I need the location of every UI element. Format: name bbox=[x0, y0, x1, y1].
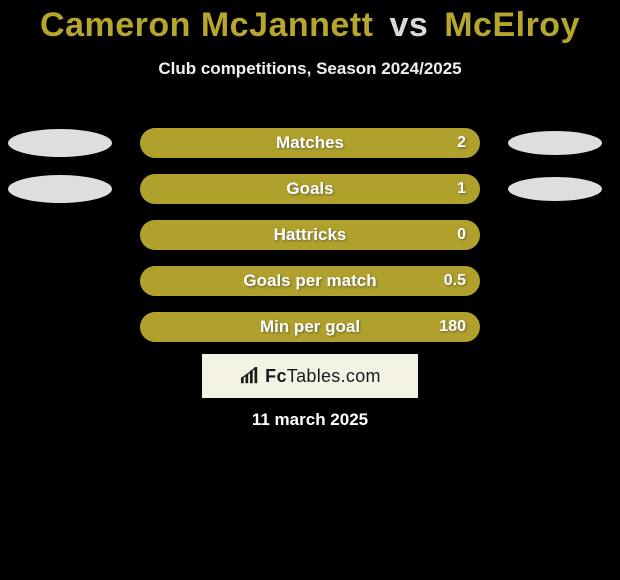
right-value-oval bbox=[508, 177, 602, 201]
stat-label: Goals bbox=[140, 174, 480, 204]
stat-row: Min per goal180 bbox=[0, 304, 620, 350]
left-value-oval bbox=[8, 129, 112, 157]
title-vs: vs bbox=[389, 6, 428, 44]
title-player2: McElroy bbox=[444, 6, 580, 44]
stat-bar: Goals per match0.5 bbox=[140, 266, 480, 296]
stat-row: Goals1 bbox=[0, 166, 620, 212]
brand-suffix: Tables.com bbox=[287, 366, 381, 387]
left-value-oval bbox=[8, 175, 112, 203]
stat-value: 0.5 bbox=[444, 266, 466, 296]
stat-row: Hattricks0 bbox=[0, 212, 620, 258]
brand-text: FcTables.com bbox=[265, 366, 381, 387]
stat-label: Hattricks bbox=[140, 220, 480, 250]
subtitle: Club competitions, Season 2024/2025 bbox=[0, 59, 620, 79]
stat-value: 180 bbox=[439, 312, 466, 342]
stat-label: Matches bbox=[140, 128, 480, 158]
stat-bar: Matches2 bbox=[140, 128, 480, 158]
title-player1: Cameron McJannett bbox=[40, 6, 373, 44]
right-value-oval bbox=[508, 131, 602, 155]
bar-chart-icon bbox=[239, 367, 261, 385]
page-title: Cameron McJannett vs McElroy bbox=[0, 0, 620, 45]
stat-bar: Hattricks0 bbox=[140, 220, 480, 250]
stat-value: 2 bbox=[457, 128, 466, 158]
comparison-infographic: Cameron McJannett vs McElroy Club compet… bbox=[0, 0, 620, 580]
brand-box: FcTables.com bbox=[202, 354, 418, 398]
stat-bar: Goals1 bbox=[140, 174, 480, 204]
stat-row: Goals per match0.5 bbox=[0, 258, 620, 304]
stat-row: Matches2 bbox=[0, 120, 620, 166]
stat-value: 1 bbox=[457, 174, 466, 204]
stat-label: Goals per match bbox=[140, 266, 480, 296]
stats-container: Matches2Goals1Hattricks0Goals per match0… bbox=[0, 120, 620, 350]
stat-value: 0 bbox=[457, 220, 466, 250]
stat-label: Min per goal bbox=[140, 312, 480, 342]
stat-bar: Min per goal180 bbox=[140, 312, 480, 342]
footer-date: 11 march 2025 bbox=[0, 410, 620, 430]
brand-prefix: Fc bbox=[265, 366, 287, 387]
